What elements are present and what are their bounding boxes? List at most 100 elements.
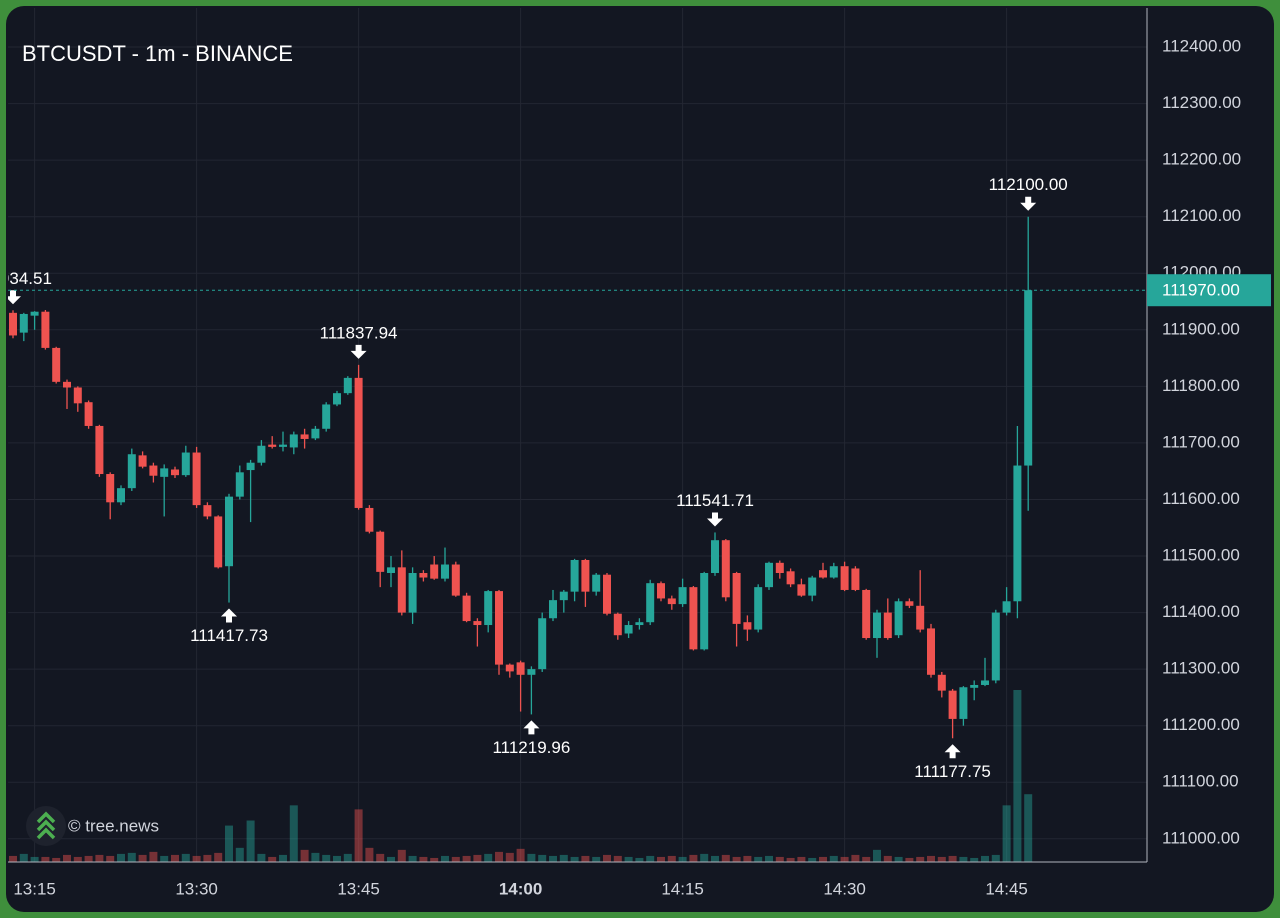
candle-body [840, 566, 849, 590]
volume-bar [883, 855, 892, 862]
volume-bar [667, 855, 676, 862]
candle-body [376, 531, 385, 572]
candle-body [1013, 465, 1022, 602]
volume-bar [171, 854, 179, 862]
volume-bar [624, 856, 633, 862]
candle-body [657, 583, 665, 599]
candle-body [235, 472, 244, 497]
watermark: © tree.news [68, 816, 159, 835]
volume-bar [1002, 805, 1011, 862]
volume-bar [797, 856, 806, 862]
candle-body [311, 428, 320, 439]
volume-bar [322, 854, 331, 862]
volume-bar [916, 856, 925, 862]
candle-body [462, 595, 471, 622]
candle-body [1024, 290, 1033, 466]
y-tick-label: 111700.00 [1162, 432, 1240, 451]
volume-bar [991, 854, 1000, 862]
candle-body [981, 680, 989, 685]
volume-bar [117, 853, 125, 862]
candle-body [1002, 601, 1011, 613]
volume-bar [743, 855, 752, 862]
volume-bar [613, 855, 622, 862]
candle-body [570, 559, 579, 592]
candle-body [365, 507, 374, 532]
marker-arrow [944, 744, 961, 759]
y-tick-label: 111200.00 [1162, 715, 1240, 734]
volume-bar [840, 856, 849, 862]
candle-body [711, 540, 719, 573]
y-tick-label: 112400.00 [1162, 37, 1241, 56]
volume-bar [181, 853, 190, 862]
candle-body [52, 347, 61, 382]
volume-bar [1013, 690, 1022, 862]
candle-body [203, 505, 212, 517]
candle-body [819, 570, 827, 578]
candle-body [9, 312, 17, 336]
volume-bar [689, 854, 698, 862]
candle-body [613, 613, 622, 636]
candle-body [743, 622, 752, 630]
volume-bar [9, 855, 17, 862]
candle-body [527, 669, 536, 675]
candle-body [279, 444, 287, 447]
candle-body [30, 311, 39, 316]
candle-body [268, 444, 277, 447]
volume-bar [765, 855, 773, 862]
volume-bar [257, 853, 266, 862]
x-tick-label: 13:15 [13, 879, 56, 898]
volume-bar [829, 855, 838, 862]
volume-bar [365, 847, 374, 862]
x-tick-label: 14:15 [661, 879, 704, 898]
volume-bar [235, 847, 244, 862]
candle-body [678, 587, 687, 605]
candle-body [354, 377, 363, 508]
candle-body [646, 583, 655, 623]
volume-bar [927, 855, 935, 862]
x-tick-label: 14:30 [823, 879, 866, 898]
last-price-tag [1147, 274, 1271, 307]
candle-body [592, 574, 601, 592]
volume-bar [246, 820, 255, 862]
volume-bar [819, 856, 827, 862]
volume-bar [376, 853, 385, 862]
candle-body [192, 452, 201, 506]
candle-body [916, 605, 925, 630]
volume-bar [214, 852, 223, 862]
candle-body [430, 564, 439, 579]
candle-body [84, 402, 93, 426]
y-tick-label: 111900.00 [1162, 319, 1240, 338]
volume-bar [300, 849, 309, 862]
candle-body [225, 496, 233, 567]
volume-bar [149, 851, 158, 862]
candle-body [959, 687, 968, 719]
candle-body [127, 454, 136, 489]
candle-body [149, 465, 158, 476]
volume-bar [538, 854, 547, 862]
marker-arrow [8, 290, 21, 305]
candle-body [873, 612, 881, 639]
volume-bar [19, 853, 28, 862]
candle-body [948, 690, 957, 719]
candle-body [495, 591, 503, 665]
candle-body [289, 434, 298, 448]
marker-arrow [523, 720, 540, 735]
volume-bar [1024, 794, 1033, 862]
candle-body [689, 587, 698, 650]
candle-body [300, 434, 309, 439]
grid [8, 8, 1147, 862]
volume-bar [430, 857, 439, 862]
y-tick-label: 112200.00 [1162, 150, 1241, 169]
volume-bar [63, 854, 71, 862]
volume-bar [387, 856, 395, 862]
volume-bar [138, 854, 147, 862]
volume-bar [981, 855, 989, 862]
candle-body [775, 562, 784, 573]
volume-bar [84, 855, 93, 862]
annotation: 111837.94 [320, 323, 398, 342]
candle-body [408, 572, 417, 613]
candle-body [786, 571, 795, 585]
x-tick-label: 13:30 [175, 879, 218, 898]
volume-bar [30, 856, 39, 862]
volume-bar [937, 856, 946, 862]
